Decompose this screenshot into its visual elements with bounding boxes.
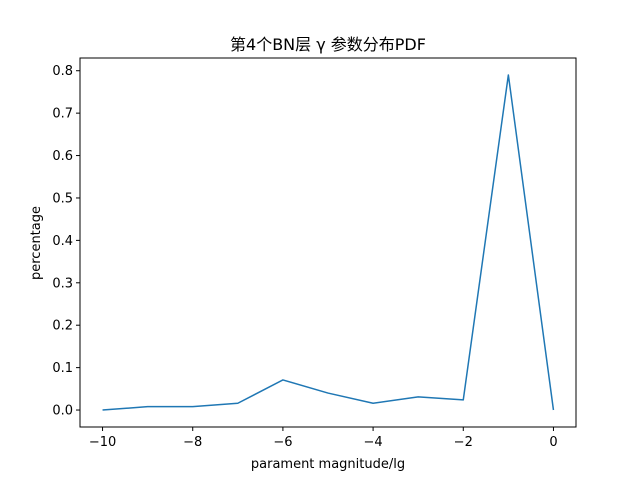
x-tick-label: −8: [183, 435, 202, 450]
y-tick-label: 0.3: [52, 276, 73, 291]
chart-title: 第4个BN层 γ 参数分布PDF: [230, 35, 426, 54]
y-tick-label: 0.5: [52, 191, 73, 206]
y-tick-label: 0.7: [52, 107, 73, 122]
y-tick-label: 0.2: [52, 319, 73, 334]
y-axis-label: percentage: [29, 206, 44, 280]
y-tick-label: 0.1: [52, 361, 73, 376]
x-tick-label: −6: [273, 435, 292, 450]
x-tick-label: −4: [364, 435, 383, 450]
x-tick-label: −10: [89, 435, 116, 450]
y-tick-label: 0.4: [52, 234, 73, 249]
y-tick-label: 0.6: [52, 149, 73, 164]
y-tick-label: 0.0: [52, 404, 73, 419]
y-tick-label: 0.8: [52, 64, 73, 79]
x-axis-label: parament magnitude/lg: [251, 457, 405, 472]
x-tick-label: −2: [454, 435, 473, 450]
x-tick-label: 0: [549, 435, 557, 450]
